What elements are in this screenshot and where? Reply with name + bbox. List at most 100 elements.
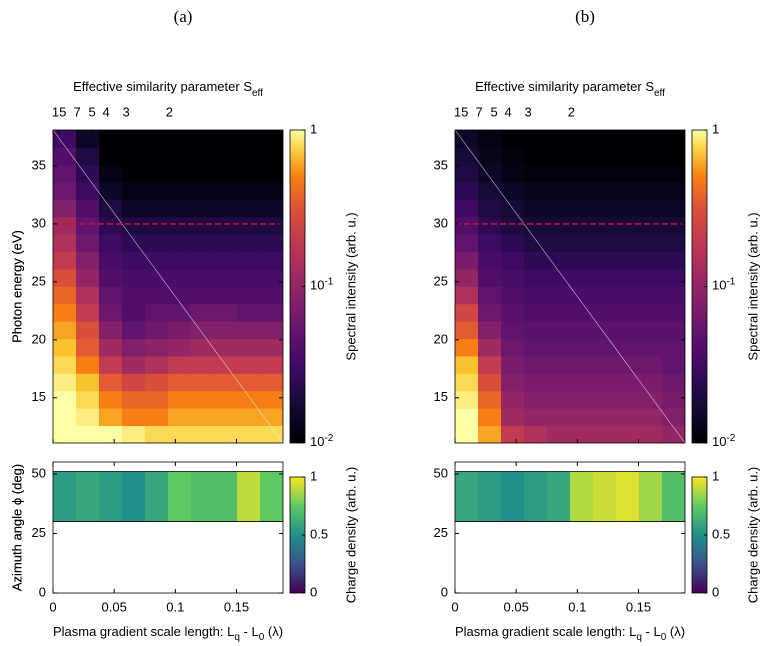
heatmap-cell — [191, 199, 215, 218]
heatmap-cell — [478, 356, 502, 374]
heatmap-cell — [191, 356, 215, 374]
heatmap-cell — [478, 321, 502, 340]
heatmap-cell — [639, 303, 663, 322]
heatmap-cell — [168, 234, 192, 253]
plot-area — [53, 462, 283, 593]
y-tick-label: 30 — [32, 215, 46, 230]
heatmap-cell — [501, 286, 525, 305]
heatmap-cell — [501, 147, 525, 166]
heatmap-cell — [547, 251, 571, 270]
heatmap-cell — [53, 338, 77, 357]
heatmap-cell — [478, 130, 502, 148]
heatmap-cell — [570, 373, 594, 392]
heatmap-cell — [76, 199, 100, 218]
heatmap-cell — [260, 286, 283, 305]
heatmap-cell — [237, 234, 261, 253]
heatmap-cell — [237, 130, 261, 148]
heatmap-cell — [570, 147, 594, 166]
x-axis-label-part: - L — [240, 624, 259, 639]
heatmap-cell — [616, 425, 640, 443]
heatmap-cell — [145, 130, 169, 148]
heatmap-cell — [145, 356, 169, 374]
heatmap-cell — [501, 390, 525, 409]
top-tick-label: 7 — [73, 104, 80, 119]
y-tick-label: 20 — [32, 331, 46, 346]
heatmap-cell — [53, 269, 77, 287]
heatmap-cell — [616, 251, 640, 270]
heatmap-cell — [662, 303, 685, 322]
y-tick-label: 0 — [39, 584, 46, 599]
heatmap-cell — [593, 269, 617, 287]
heatmap-cell — [122, 338, 146, 357]
heatmap-cell — [145, 303, 169, 322]
heatmap-cell — [168, 321, 192, 340]
heatmap-cell — [570, 216, 594, 235]
heatmap-cell — [501, 182, 525, 200]
y-tick-label: 30 — [434, 215, 448, 230]
heatmap-cell — [455, 338, 479, 357]
heatmap-cell — [99, 373, 123, 392]
heatmap-cell — [662, 234, 685, 253]
heatmap-cell — [145, 408, 169, 427]
heatmap-cell — [99, 390, 123, 409]
heatmap-cell — [478, 182, 502, 200]
heatmap-cell — [616, 164, 640, 183]
heatmap-cell — [547, 164, 571, 183]
heatmap-cell — [455, 216, 479, 235]
heatmap-cell — [547, 321, 571, 340]
heatmap-cell — [616, 303, 640, 322]
heatmap-cell — [145, 164, 169, 183]
x-tick-label: 0.15 — [626, 599, 651, 614]
heatmap-cell — [524, 130, 548, 148]
heatmap-cell — [593, 408, 617, 427]
heatmap-cell — [593, 425, 617, 443]
heatmap-cell — [478, 269, 502, 287]
heatmap-cell — [122, 408, 146, 427]
heatmap-cell — [237, 182, 261, 200]
plot-area — [455, 130, 685, 443]
heatmap-cell — [53, 164, 77, 183]
heatmap-cell — [593, 164, 617, 183]
x-tick-label: 0.05 — [102, 599, 127, 614]
top-axis-label-part: Effective similarity parameter S — [73, 79, 252, 94]
density-cell — [524, 471, 548, 522]
heatmap-cell — [639, 408, 663, 427]
heatmap-cell — [662, 269, 685, 287]
heatmap-cell — [662, 408, 685, 427]
axes-frame — [52, 129, 284, 444]
heatmap-cell — [191, 390, 215, 409]
top-tick-label: 3 — [525, 104, 532, 119]
heatmap-cell — [662, 390, 685, 409]
heatmap-cell — [593, 286, 617, 305]
axes-frame — [454, 129, 686, 444]
y-tick-label: 20 — [434, 331, 448, 346]
heatmap-cell — [168, 286, 192, 305]
heatmap-cell — [260, 390, 283, 409]
x-axis-label: Plasma gradient scale length: Lq - L0 (λ… — [53, 624, 283, 642]
density-cell — [593, 471, 617, 522]
heatmap-cell — [122, 373, 146, 392]
heatmap-cell — [191, 286, 215, 305]
density-cell — [237, 471, 261, 522]
heatmap-cell — [260, 164, 283, 183]
y-axis-label: Azimuth angle ϕ (deg) — [9, 464, 24, 591]
heatmap-cell — [455, 164, 479, 183]
top-tick-label: 15 — [454, 104, 468, 119]
heatmap-cell — [237, 408, 261, 427]
density-cell — [547, 471, 571, 522]
heatmap-cell — [593, 251, 617, 270]
heatmap-cell — [662, 130, 685, 148]
heatmap-cell — [53, 147, 77, 166]
heatmap-cell — [455, 303, 479, 322]
top-axis-label: Effective similarity parameter Seff — [73, 79, 263, 98]
heatmap-cell — [547, 408, 571, 427]
heatmap-cell — [639, 390, 663, 409]
top-tick-label: 2 — [568, 104, 575, 119]
heatmap-cell — [639, 164, 663, 183]
x-tick-label: 0 — [451, 599, 458, 614]
heatmap-cell — [593, 130, 617, 148]
heatmap-cell — [639, 373, 663, 392]
heatmap-cell — [570, 390, 594, 409]
y-tick-label: 25 — [434, 525, 448, 540]
heatmap-cell — [76, 286, 100, 305]
